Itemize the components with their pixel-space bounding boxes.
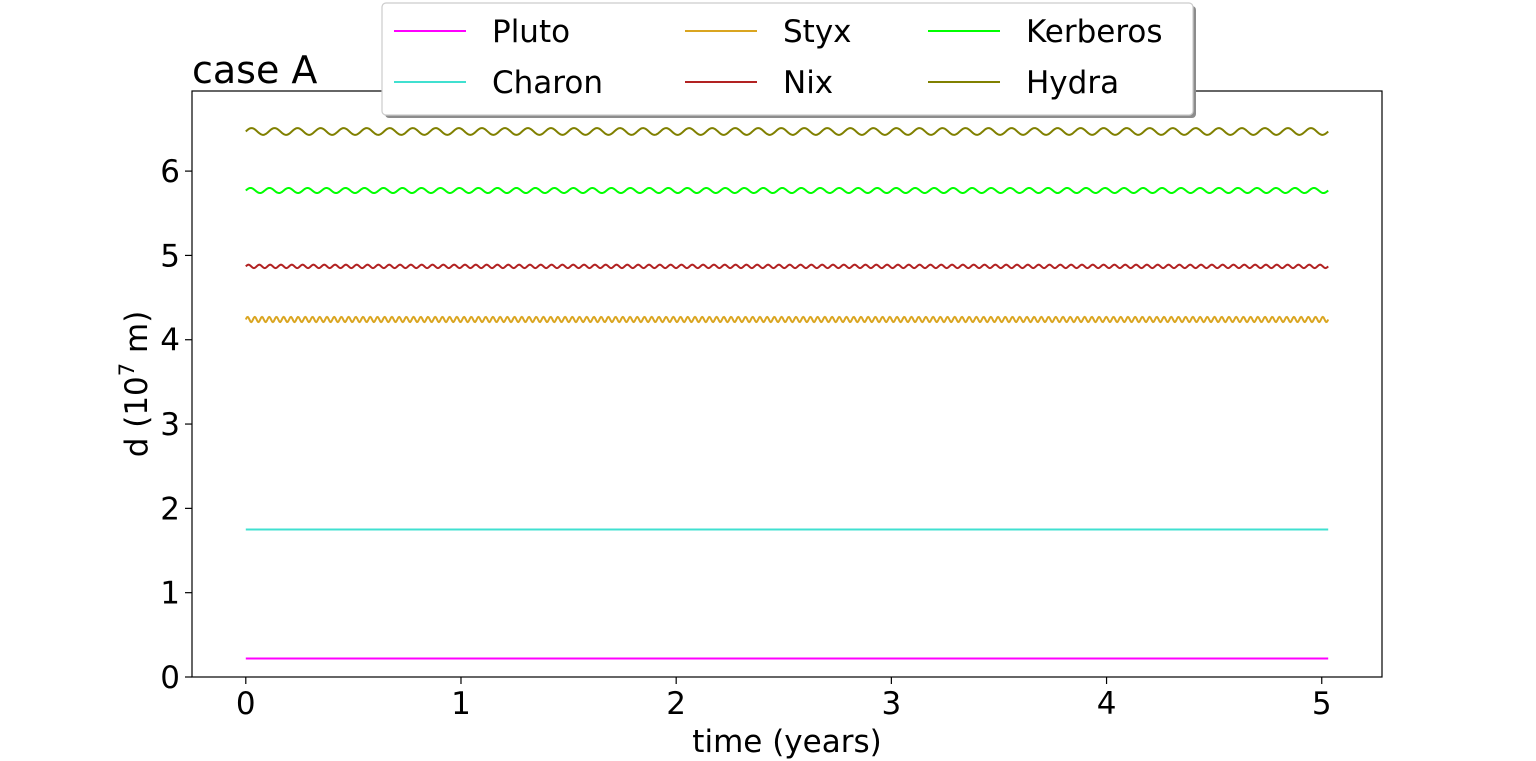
y-tick-label: 3 <box>160 407 180 443</box>
y-tick-label: 5 <box>160 238 180 274</box>
y-tick-label: 0 <box>160 660 180 696</box>
legend: Pluto Charon Styx Nix Kerberos Hydra <box>381 2 1196 118</box>
x-tick-label: 2 <box>666 686 686 722</box>
plot-area <box>191 90 1383 678</box>
x-axis-ticks: 0 1 2 3 4 5 <box>236 677 1332 722</box>
legend-label-hydra: Hydra <box>1026 65 1119 101</box>
series-layer <box>244 127 1330 660</box>
y-axis-ticks: 0 1 2 3 4 5 6 <box>160 154 192 696</box>
series-line-styx <box>244 315 1330 324</box>
y-tick-label: 4 <box>160 323 180 359</box>
legend-label-pluto: Pluto <box>492 14 570 50</box>
x-tick-label: 1 <box>451 686 471 722</box>
x-axis-label: time (years) <box>692 724 881 760</box>
legend-label-charon: Charon <box>492 65 603 101</box>
x-tick-label: 3 <box>881 686 901 722</box>
series-line-hydra <box>245 127 1329 136</box>
x-tick-label: 4 <box>1097 686 1117 722</box>
chart-title: case A <box>192 48 317 92</box>
y-tick-label: 6 <box>160 154 180 190</box>
legend-label-nix: Nix <box>783 65 833 101</box>
legend-label-kerberos: Kerberos <box>1026 14 1163 50</box>
x-tick-label: 0 <box>236 686 256 722</box>
y-tick-label: 1 <box>160 576 180 612</box>
series-line-kerberos <box>245 186 1329 195</box>
y-tick-label: 2 <box>160 491 180 527</box>
series-line-nix <box>245 263 1329 270</box>
legend-label-styx: Styx <box>783 14 852 50</box>
x-tick-label: 5 <box>1312 686 1332 722</box>
y-axis-label: d (107 m) <box>115 311 155 458</box>
